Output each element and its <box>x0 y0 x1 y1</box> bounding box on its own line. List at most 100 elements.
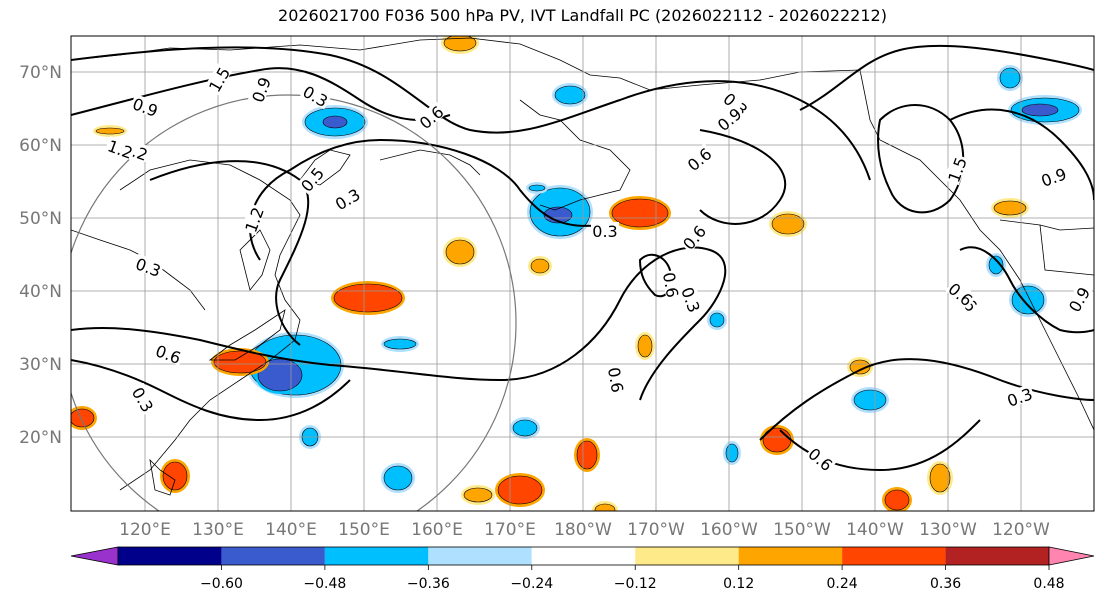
lat-label: 70°N <box>19 63 62 83</box>
contour-label-bg <box>712 103 745 134</box>
colorbar-ticks: −0.60 −0.48 −0.36 −0.24 −0.12 0.12 0.24 0.36 0.4… <box>200 565 1065 592</box>
colorbar-bin <box>635 547 739 565</box>
lon-label: 120°E <box>119 520 171 540</box>
contour-label-bg <box>1037 163 1070 189</box>
longitude-labels: 120°E 130°E 140°E 150°E 160°E 170°E 180°W 170°W… <box>119 520 1050 540</box>
contour-label: 0.6 <box>604 364 628 395</box>
colorbar-tick-label: −0.36 <box>407 576 450 592</box>
pv-patch <box>999 67 1021 89</box>
lon-label: 160°W <box>700 520 758 540</box>
pv-patch <box>213 350 267 374</box>
lon-label: 170°E <box>484 520 536 540</box>
lon-label: 140°W <box>846 520 904 540</box>
lon-label: 160°E <box>411 520 463 540</box>
colorbar-bin <box>428 547 532 565</box>
colorbar-bin <box>945 547 1049 565</box>
contour-label-bg <box>943 153 969 186</box>
pv-patch <box>95 127 125 135</box>
colorbar-tick-label: 0.12 <box>723 576 754 592</box>
colorbar-bin <box>118 547 222 565</box>
contour-label-bg <box>682 143 715 174</box>
contour-label: 0.6 <box>659 269 683 300</box>
contour-label-bg <box>1064 282 1093 316</box>
contour-label-bg <box>679 283 705 316</box>
contour-label-bg <box>152 340 185 366</box>
pv-patch <box>849 359 871 375</box>
pv-patch <box>929 463 951 493</box>
pv-patch <box>162 461 188 491</box>
map-plot-area: 1.50.90.30.61.20.90.60.30.61.20.50.31.20… <box>70 35 1095 512</box>
pv-patch <box>383 338 417 350</box>
lon-label: 140°E <box>265 520 317 540</box>
contour-label-bg <box>129 93 162 119</box>
pv-patch <box>528 184 546 192</box>
colorbar-tick-label: 0.48 <box>1033 576 1064 592</box>
lon-label: 130°E <box>192 520 244 540</box>
pv-patch <box>709 312 725 328</box>
colorbar-tick-label: −0.12 <box>614 576 657 592</box>
colorbar: −0.60 −0.48 −0.36 −0.24 −0.12 0.12 0.24 0.36 0.4… <box>70 546 1095 592</box>
range-circle <box>71 94 517 511</box>
colorbar-underflow <box>70 546 119 566</box>
colorbar-bin <box>738 547 843 565</box>
lat-label: 50°N <box>19 209 62 229</box>
contour-label: 0.3 <box>591 222 619 241</box>
pv-patch <box>554 85 586 105</box>
map-title: 2026021700 F036 500 hPa PV, IVT Landfall… <box>278 6 887 25</box>
lon-label: 150°E <box>338 520 390 540</box>
lon-label: 170°W <box>627 520 685 540</box>
contour-label-bg <box>720 88 753 119</box>
pv-patch <box>322 115 348 129</box>
lat-label: 60°N <box>19 136 62 156</box>
pv-patch <box>884 489 910 511</box>
colorbar-overflow <box>1048 546 1095 566</box>
pv-contours <box>71 44 1094 472</box>
contour-label-bg <box>132 253 165 279</box>
lat-label: 30°N <box>19 355 62 375</box>
contour-label-bg <box>247 73 273 106</box>
pv-patch <box>637 334 653 358</box>
contour-label-bg <box>591 222 619 238</box>
lat-label: 20°N <box>19 428 62 448</box>
coastlines <box>71 37 1094 496</box>
pv-patch <box>530 258 550 274</box>
pv-patch <box>988 255 1004 275</box>
pv-patch <box>443 36 477 52</box>
contour-label-bg <box>414 101 447 132</box>
colorbar-tick-label: −0.48 <box>303 576 346 592</box>
lat-label: 40°N <box>19 282 62 302</box>
lon-label: 130°W <box>919 520 977 540</box>
lon-label: 150°W <box>773 520 831 540</box>
contour-label-bg <box>805 443 838 474</box>
contour-label-bg <box>661 269 683 300</box>
colorbar-tick-label: −0.24 <box>510 576 553 592</box>
contour-label-text: 0.3 <box>592 222 617 241</box>
colorbar-bin <box>842 547 946 565</box>
contour-label-bg <box>129 382 158 416</box>
colorbar-bin <box>221 547 325 565</box>
colorbar-bins <box>117 546 1050 566</box>
pv-patch <box>853 389 887 411</box>
contour-label-bg <box>606 364 628 395</box>
pv-patch <box>993 200 1027 216</box>
contour-label-text: 0.6 <box>604 366 627 394</box>
pv-patch <box>333 283 403 313</box>
latitude-labels: 70°N 60°N 50°N 40°N 30°N 20°N <box>19 63 62 448</box>
colorbar-bin <box>531 547 636 565</box>
colorbar-bin <box>324 547 429 565</box>
colorbar-tick-label: 0.24 <box>827 576 858 592</box>
contour-label-bg <box>678 220 709 253</box>
contour-label-bg <box>204 62 233 96</box>
contour-label-bg <box>299 81 333 110</box>
graticule <box>71 36 1094 511</box>
colorbar-tick-label: −0.60 <box>200 576 243 592</box>
pv-patch <box>594 503 616 511</box>
pv-patch <box>771 213 805 235</box>
lon-label: 120°W <box>992 520 1050 540</box>
pv-patch <box>512 419 538 437</box>
pv-patch <box>725 443 739 463</box>
pv-patch <box>611 198 669 228</box>
lon-label: 180°W <box>554 520 612 540</box>
contour-label-bg <box>1003 383 1036 409</box>
